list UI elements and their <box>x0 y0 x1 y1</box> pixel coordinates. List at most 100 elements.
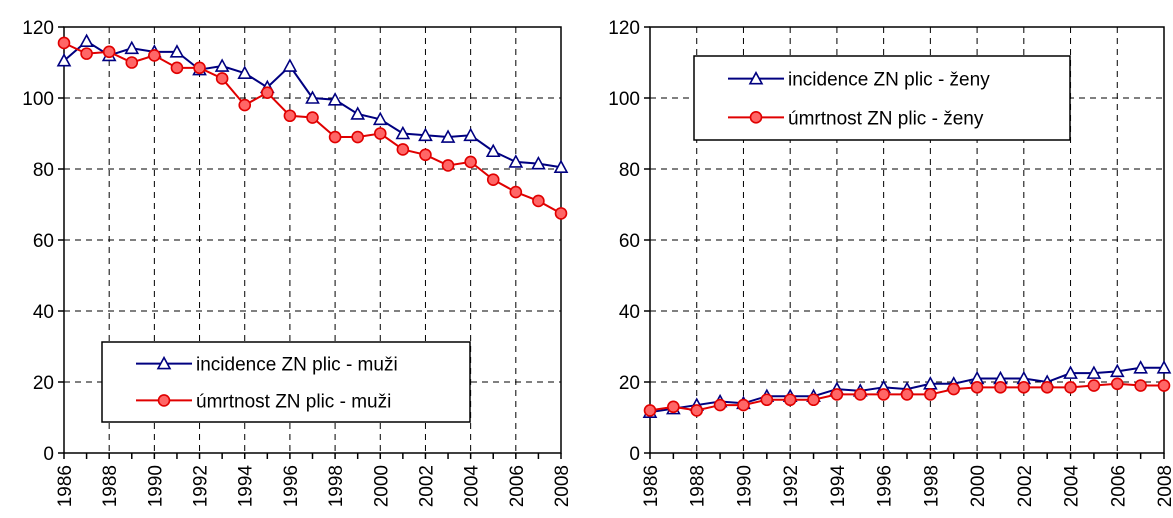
legend-label: incidence ZN plic - ženy <box>788 70 990 91</box>
data-point-mortality <box>1110 377 1124 391</box>
x-tick-label: 1996 <box>281 465 302 507</box>
legend: incidence ZN plic - muži úmrtnost ZN plic… <box>101 341 471 423</box>
data-point-mortality <box>80 47 93 60</box>
data-point-incidence <box>327 92 343 106</box>
x-tick-label: 1994 <box>828 465 849 508</box>
data-point-mortality <box>643 404 657 417</box>
data-point-mortality <box>1157 379 1171 392</box>
data-point-incidence <box>282 58 298 72</box>
y-tick-label: 20 <box>33 373 54 394</box>
data-point-mortality <box>351 130 364 144</box>
data-point-incidence <box>553 159 569 174</box>
x-tick-label: 1992 <box>191 465 212 507</box>
y-tick-label: 120 <box>22 18 54 39</box>
data-point-incidence <box>214 58 230 72</box>
legend-box <box>101 341 471 423</box>
data-point-incidence <box>418 127 433 142</box>
legend: incidence ZN plic - ženy úmrtnost ZN plic… <box>693 55 1071 141</box>
data-point-mortality <box>667 400 680 414</box>
legend-marker-triangle <box>156 355 172 370</box>
x-tick-label: 2000 <box>371 465 392 507</box>
data-point-incidence <box>305 90 320 104</box>
data-point-mortality <box>193 61 206 75</box>
data-point-mortality <box>170 61 184 75</box>
data-point-mortality <box>215 72 229 85</box>
x-tick-label: 2008 <box>1155 465 1173 507</box>
data-point-mortality <box>877 388 890 401</box>
data-point-mortality <box>419 148 432 162</box>
x-tick-label: 1988 <box>100 465 121 507</box>
data-point-incidence <box>531 156 546 170</box>
x-tick-label: 2000 <box>968 465 989 507</box>
data-point-mortality <box>924 388 937 401</box>
legend-box <box>693 55 1071 141</box>
x-tick-label: 1998 <box>326 465 347 507</box>
y-tick-label: 0 <box>629 444 640 465</box>
legend-label: úmrtnost ZN plic - ženy <box>788 108 984 129</box>
data-point-mortality <box>373 127 387 140</box>
data-point-mortality <box>994 381 1007 394</box>
x-tick-label: 2002 <box>1015 465 1036 507</box>
data-point-mortality <box>238 98 252 112</box>
x-tick-label: 2006 <box>507 465 528 507</box>
y-tick-label: 40 <box>619 302 640 323</box>
data-point-mortality <box>1040 381 1054 394</box>
data-point-mortality <box>509 185 523 199</box>
y-tick-label: 80 <box>33 160 54 181</box>
data-point-mortality <box>396 143 410 156</box>
data-point-mortality <box>783 393 797 407</box>
data-point-mortality <box>125 56 139 69</box>
data-point-mortality <box>970 381 984 394</box>
legend-label: incidence ZN plic - muži <box>196 355 398 376</box>
x-tick-label: 1986 <box>641 465 662 507</box>
data-point-incidence <box>463 127 478 142</box>
x-tick-label: 1986 <box>55 465 76 507</box>
data-point-incidence <box>485 143 501 158</box>
data-point-mortality <box>261 86 274 99</box>
data-point-mortality <box>306 111 319 124</box>
y-tick-label: 100 <box>22 89 54 110</box>
data-point-mortality <box>554 207 568 220</box>
data-point-mortality <box>464 155 477 169</box>
data-point-mortality <box>1017 381 1031 394</box>
data-point-mortality <box>283 109 297 123</box>
y-tick-label: 120 <box>608 18 640 39</box>
legend-marker-triangle <box>748 71 764 85</box>
data-point-mortality <box>807 393 820 407</box>
data-point-mortality <box>441 159 455 172</box>
x-tick-label: 1988 <box>688 465 709 507</box>
data-point-mortality <box>486 173 500 186</box>
x-tick-label: 2008 <box>552 465 573 507</box>
data-point-mortality <box>532 194 545 208</box>
y-tick-label: 100 <box>608 89 640 110</box>
data-point-mortality <box>853 388 867 401</box>
data-point-mortality <box>760 393 774 407</box>
chart-female-lung-cancer: 0 20 40 60 80 100 120 1986 1988 1990 1992 1994 1996 1… <box>608 18 1173 507</box>
y-tick-label: 0 <box>43 444 54 465</box>
data-point-mortality <box>328 130 342 144</box>
y-tick-label: 40 <box>33 302 54 323</box>
data-point-incidence <box>56 53 72 67</box>
data-point-mortality <box>947 382 961 396</box>
data-point-mortality <box>102 45 116 59</box>
data-point-mortality <box>1064 381 1077 394</box>
data-point-mortality <box>1087 379 1101 392</box>
x-tick-label: 1990 <box>145 465 166 507</box>
data-point-incidence <box>508 154 524 168</box>
legend-marker-circle <box>157 394 171 407</box>
x-tick-label: 2002 <box>416 465 437 507</box>
x-tick-label: 1992 <box>781 465 802 507</box>
x-tick-label: 1996 <box>875 465 896 507</box>
legend-label: úmrtnost ZN plic - muži <box>196 391 391 412</box>
x-tick-label: 2004 <box>462 465 483 508</box>
data-point-incidence <box>395 125 411 140</box>
x-tick-label: 2006 <box>1108 465 1129 507</box>
legend-marker-circle <box>749 111 763 124</box>
data-point-incidence <box>350 106 366 120</box>
data-point-incidence <box>372 111 388 126</box>
x-tick-label: 1990 <box>734 465 755 507</box>
data-point-mortality <box>57 36 71 50</box>
x-tick-label: 1998 <box>921 465 942 507</box>
data-point-mortality <box>148 49 161 62</box>
